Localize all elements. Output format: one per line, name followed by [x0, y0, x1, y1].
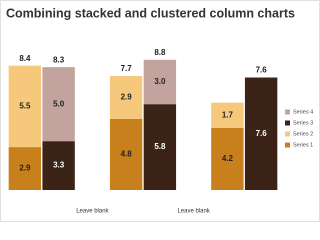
x-tick-label: Leave blank — [76, 209, 109, 215]
legend-label: Series 2 — [293, 131, 313, 137]
legend-label: Series 4 — [293, 109, 313, 115]
data-label: 5.0 — [53, 99, 65, 108]
bar-segment — [109, 118, 143, 190]
legend-swatch — [285, 120, 290, 126]
total-label: 8.8 — [154, 48, 166, 57]
bar-segment — [143, 104, 177, 190]
data-label: 3.3 — [53, 161, 65, 170]
bar-segment — [211, 127, 244, 190]
bar-segment — [211, 102, 244, 128]
bar-segment — [8, 65, 42, 148]
bar-segment — [143, 59, 177, 105]
chart: Combining stacked and clustered column c… — [0, 0, 320, 222]
bar-segment — [42, 141, 75, 190]
data-label: 1.7 — [222, 110, 234, 119]
legend-swatch — [285, 142, 290, 148]
total-label: 7.7 — [121, 64, 133, 73]
bar-segment — [42, 67, 75, 142]
data-label: 7.6 — [256, 129, 268, 138]
bar-segment — [244, 77, 278, 190]
bar-segment — [8, 147, 42, 190]
bar-segment — [109, 76, 143, 119]
chart-title: Combining stacked and clustered column c… — [6, 6, 295, 20]
legend-label: Series 1 — [293, 142, 313, 148]
data-label: 4.2 — [222, 154, 234, 163]
data-label: 3.0 — [154, 77, 166, 86]
total-label: 8.3 — [53, 55, 65, 64]
data-label: 2.9 — [121, 93, 133, 102]
legend-swatch — [285, 131, 290, 137]
legend-label: Series 3 — [293, 120, 313, 126]
total-label: 8.4 — [19, 54, 31, 63]
data-label: 2.9 — [19, 164, 31, 173]
legend-swatch — [285, 109, 290, 115]
data-label: 5.8 — [154, 142, 166, 151]
total-label: 7.6 — [256, 66, 268, 75]
data-label: 4.8 — [121, 150, 133, 159]
x-tick-label: Leave blank — [177, 209, 210, 215]
data-label: 5.5 — [19, 101, 31, 110]
